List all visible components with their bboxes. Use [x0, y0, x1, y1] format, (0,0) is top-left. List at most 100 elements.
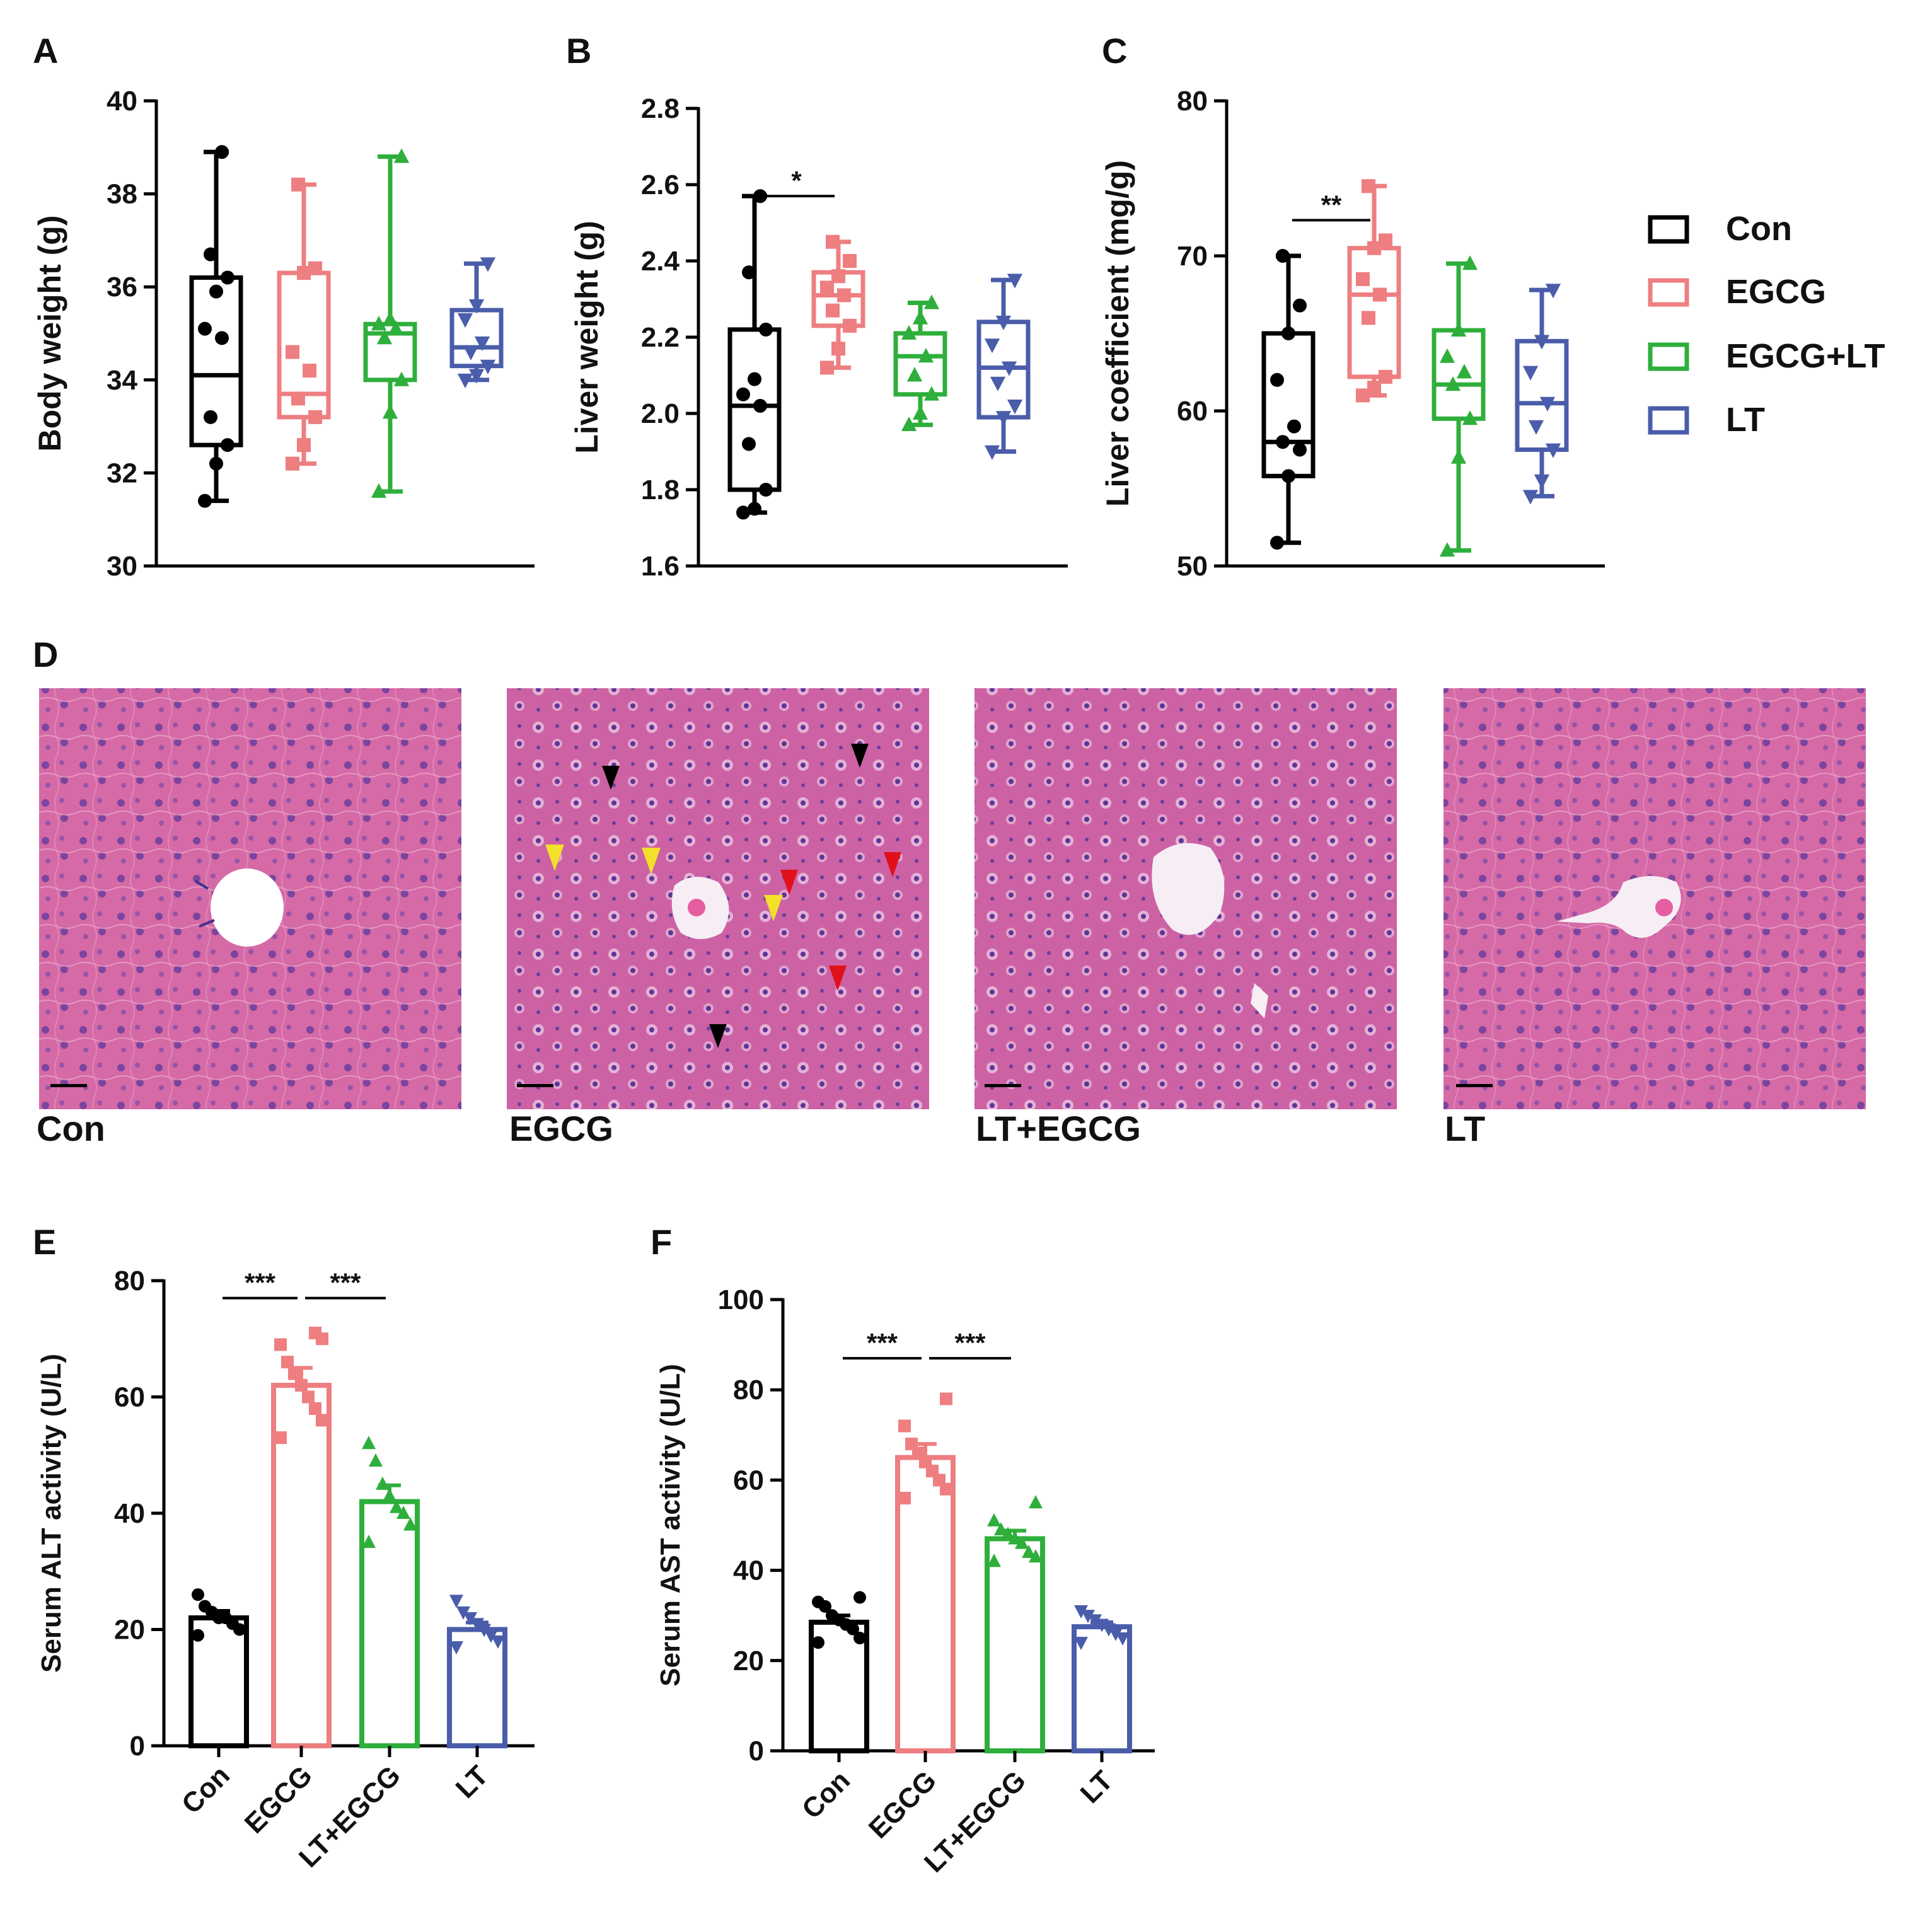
chart-serum-alt: 0 20 40 60 80 Serum ALT activity (U/L) Con EGCG…	[36, 1266, 535, 1874]
data-point	[1522, 366, 1539, 381]
data-point	[812, 1636, 824, 1649]
data-point	[192, 1588, 204, 1601]
x-tick-label: EGCG	[239, 1760, 318, 1839]
data-point	[905, 1438, 918, 1451]
data-point	[912, 309, 928, 325]
data-point	[1081, 1610, 1095, 1624]
box-con	[1261, 249, 1316, 550]
data-point	[753, 398, 767, 413]
arrow-red-icon	[829, 966, 847, 991]
data-point	[371, 316, 387, 331]
legend-label: EGCG	[1726, 273, 1826, 311]
data-point	[853, 1591, 866, 1604]
data-point	[1008, 1531, 1022, 1545]
data-point	[923, 294, 940, 309]
x-tick-label: EGCG	[863, 1765, 942, 1844]
data-point	[995, 315, 1012, 330]
x-tick-label: Con	[796, 1765, 856, 1825]
data-point	[1534, 335, 1550, 350]
panel-letter-f: F	[651, 1222, 672, 1262]
y-tick-label: 0	[130, 1731, 145, 1762]
data-point	[463, 345, 479, 361]
data-point	[449, 1595, 463, 1608]
panel-letter-b: B	[566, 31, 591, 71]
data-point	[470, 1618, 484, 1632]
data-point	[901, 416, 917, 432]
legend-label: LT	[1726, 401, 1765, 439]
bar-egcg	[895, 1392, 956, 1754]
bar-lt-egcg	[985, 1495, 1045, 1753]
panel-letter-e: E	[33, 1222, 56, 1262]
legend: Con EGCG EGCG+LT LT	[1648, 210, 1885, 439]
data-point	[1001, 361, 1017, 376]
data-point	[759, 322, 773, 337]
legend-item-egcg: EGCG	[1648, 273, 1826, 311]
legend-swatch	[1648, 406, 1689, 435]
y-axis-label: Serum ALT activity (U/L)	[36, 1354, 67, 1673]
data-point	[393, 371, 410, 386]
bar-con	[809, 1591, 869, 1753]
data-point	[1095, 1618, 1109, 1632]
data-point	[204, 410, 217, 424]
data-point	[736, 387, 750, 401]
legend-label: EGCG+LT	[1726, 337, 1885, 375]
legend-swatch	[1648, 342, 1689, 371]
data-point	[1029, 1495, 1043, 1509]
data-point	[1007, 400, 1023, 415]
data-point	[923, 386, 940, 401]
y-tick-label: 2.8	[641, 93, 680, 124]
data-point	[1109, 1627, 1123, 1641]
arrow-red-icon	[884, 852, 901, 877]
box-egcg	[811, 234, 865, 375]
data-point	[912, 405, 928, 420]
data-point	[995, 411, 1012, 426]
data-point	[1270, 372, 1284, 387]
data-point	[1545, 443, 1561, 458]
data-point	[1293, 442, 1307, 457]
data-point	[1007, 274, 1023, 289]
data-point	[198, 493, 212, 508]
data-point	[994, 1522, 1008, 1536]
y-axis-label: Serum AST activity (U/L)	[655, 1364, 686, 1687]
data-point	[826, 303, 840, 318]
micrograph-egcg	[507, 688, 929, 1109]
box-iqr	[1261, 331, 1316, 478]
data-point	[204, 247, 217, 262]
data-point	[1276, 435, 1290, 449]
data-point	[463, 1612, 477, 1626]
data-point	[388, 320, 404, 335]
bar	[985, 1536, 1045, 1753]
box-con	[189, 145, 243, 508]
y-tick-label: 40	[733, 1555, 764, 1586]
data-point	[1281, 326, 1295, 340]
data-point	[376, 330, 393, 345]
data-point	[390, 1499, 403, 1513]
arrow-yellow-icon	[642, 848, 661, 874]
y-tick-label: 60	[1177, 396, 1208, 427]
data-point	[209, 284, 223, 299]
data-point	[215, 145, 229, 159]
data-point	[221, 438, 234, 453]
data-point	[1462, 410, 1478, 425]
data-point	[192, 1629, 204, 1642]
y-tick-label: 20	[733, 1646, 764, 1676]
legend-item-lt: LT	[1648, 401, 1765, 439]
data-point	[468, 369, 485, 384]
data-point	[1456, 364, 1472, 379]
data-point	[1293, 298, 1307, 313]
data-point	[288, 1367, 301, 1380]
box-egcg-lt	[363, 148, 417, 498]
data-point	[274, 1338, 287, 1351]
data-point	[1074, 1637, 1088, 1651]
arrow-red-icon	[780, 870, 798, 895]
data-point	[853, 1632, 866, 1644]
box-egcg-lt	[1432, 255, 1486, 557]
data-point	[759, 483, 773, 497]
arrow-yellow-icon	[764, 895, 783, 921]
box-lt	[1515, 284, 1569, 505]
data-point	[1276, 249, 1290, 263]
data-point	[742, 437, 756, 451]
data-point	[286, 456, 299, 471]
data-point	[302, 1390, 315, 1404]
